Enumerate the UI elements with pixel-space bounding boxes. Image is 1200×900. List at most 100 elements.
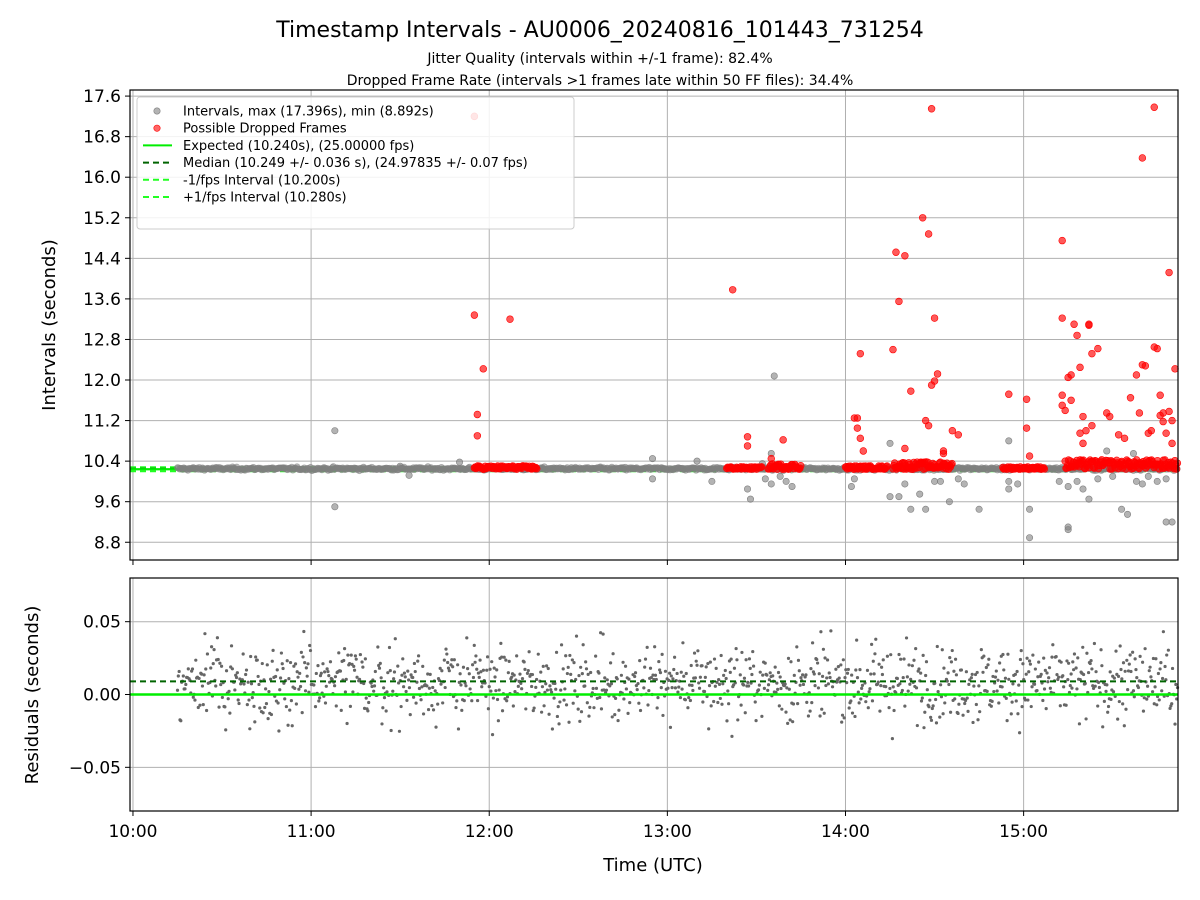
top-y-tick-label: 12.8 bbox=[83, 330, 121, 350]
top-y-tick-label: 17.6 bbox=[83, 87, 121, 107]
residual-point bbox=[649, 675, 653, 680]
residual-point bbox=[735, 658, 739, 662]
residual-point bbox=[426, 707, 431, 712]
residual-point bbox=[720, 702, 724, 706]
residual-point bbox=[1047, 666, 1052, 670]
residual-point bbox=[1141, 660, 1145, 664]
residual-point bbox=[860, 686, 864, 691]
residual-point bbox=[905, 675, 909, 679]
residual-point bbox=[1019, 649, 1023, 653]
residual-point bbox=[877, 662, 881, 666]
residual-point bbox=[613, 713, 617, 717]
residual-point bbox=[815, 661, 820, 665]
interval-point bbox=[776, 472, 784, 480]
residual-point bbox=[193, 698, 197, 702]
residual-point bbox=[183, 687, 187, 691]
residual-point bbox=[1002, 668, 1006, 672]
residual-point bbox=[658, 670, 663, 675]
residual-point bbox=[411, 675, 415, 680]
residual-point bbox=[362, 681, 366, 686]
residual-point bbox=[689, 663, 693, 668]
residual-point bbox=[587, 714, 591, 718]
dropped-frame-point bbox=[1058, 314, 1066, 322]
residual-point bbox=[249, 654, 253, 659]
residual-point bbox=[354, 657, 358, 661]
residual-point bbox=[510, 675, 514, 679]
residual-point bbox=[732, 666, 737, 670]
residual-point bbox=[652, 677, 656, 682]
residual-point bbox=[760, 714, 764, 718]
dropped-frame-point bbox=[1153, 344, 1161, 353]
residual-point bbox=[818, 714, 822, 718]
interval-point bbox=[770, 372, 778, 380]
residual-point bbox=[840, 713, 845, 717]
residual-point bbox=[211, 662, 215, 666]
residual-point bbox=[1153, 685, 1157, 689]
residual-point bbox=[1055, 673, 1059, 677]
residual-point bbox=[680, 687, 684, 691]
residual-point bbox=[746, 684, 751, 688]
residual-point bbox=[204, 708, 209, 713]
residual-point bbox=[317, 699, 321, 703]
residual-point bbox=[583, 684, 587, 688]
residual-point bbox=[986, 663, 990, 667]
residual-point bbox=[898, 682, 902, 686]
interval-point bbox=[1124, 510, 1132, 518]
residual-point bbox=[490, 733, 495, 737]
residual-point bbox=[598, 695, 602, 700]
residual-point bbox=[1003, 676, 1008, 680]
residual-point bbox=[945, 679, 949, 683]
residual-point bbox=[1074, 666, 1078, 670]
residual-point bbox=[1128, 653, 1132, 657]
residual-point bbox=[379, 676, 383, 680]
residual-point bbox=[1091, 686, 1096, 691]
residual-point bbox=[651, 673, 655, 677]
residual-point bbox=[836, 665, 840, 669]
residual-point bbox=[244, 668, 249, 672]
residual-point bbox=[865, 668, 870, 672]
residual-point bbox=[1083, 681, 1087, 686]
residual-point bbox=[660, 652, 664, 656]
residual-point bbox=[541, 664, 545, 668]
interval-point bbox=[936, 477, 944, 485]
dropped-frame-point bbox=[1085, 320, 1093, 328]
residual-point bbox=[627, 677, 631, 681]
residual-point bbox=[917, 667, 921, 671]
residual-point bbox=[949, 660, 954, 664]
residual-point bbox=[888, 686, 892, 691]
residual-point bbox=[922, 726, 926, 730]
residual-point bbox=[303, 660, 307, 665]
residual-point bbox=[903, 704, 907, 708]
residual-point bbox=[1102, 699, 1106, 703]
residual-point bbox=[928, 698, 932, 702]
residual-point bbox=[325, 667, 329, 671]
residual-point bbox=[1117, 699, 1121, 704]
residual-point bbox=[385, 690, 389, 694]
residual-point bbox=[871, 659, 875, 663]
interval-point bbox=[886, 493, 894, 501]
residual-point bbox=[474, 654, 478, 658]
residual-point bbox=[544, 682, 548, 686]
residual-point bbox=[964, 670, 968, 674]
residual-point bbox=[830, 685, 835, 689]
residual-point bbox=[555, 714, 559, 719]
residual-point bbox=[1065, 659, 1069, 663]
residual-point bbox=[327, 674, 331, 678]
dropped-frame-point bbox=[892, 248, 900, 256]
residual-point bbox=[611, 652, 615, 656]
residual-point bbox=[715, 680, 719, 684]
residual-point bbox=[177, 669, 181, 674]
dropped-frame-point bbox=[479, 365, 487, 373]
residual-point bbox=[1030, 685, 1034, 689]
residual-point bbox=[892, 708, 896, 713]
residual-point bbox=[281, 666, 285, 671]
interval-point bbox=[1064, 482, 1072, 490]
residual-point bbox=[526, 668, 530, 673]
residual-point bbox=[1173, 722, 1177, 726]
residual-point bbox=[1024, 672, 1028, 676]
residual-point bbox=[774, 690, 778, 694]
dropped-frame-point bbox=[1022, 424, 1031, 432]
residual-point bbox=[1035, 688, 1039, 693]
residual-point bbox=[1151, 656, 1156, 661]
residual-point bbox=[694, 659, 698, 663]
